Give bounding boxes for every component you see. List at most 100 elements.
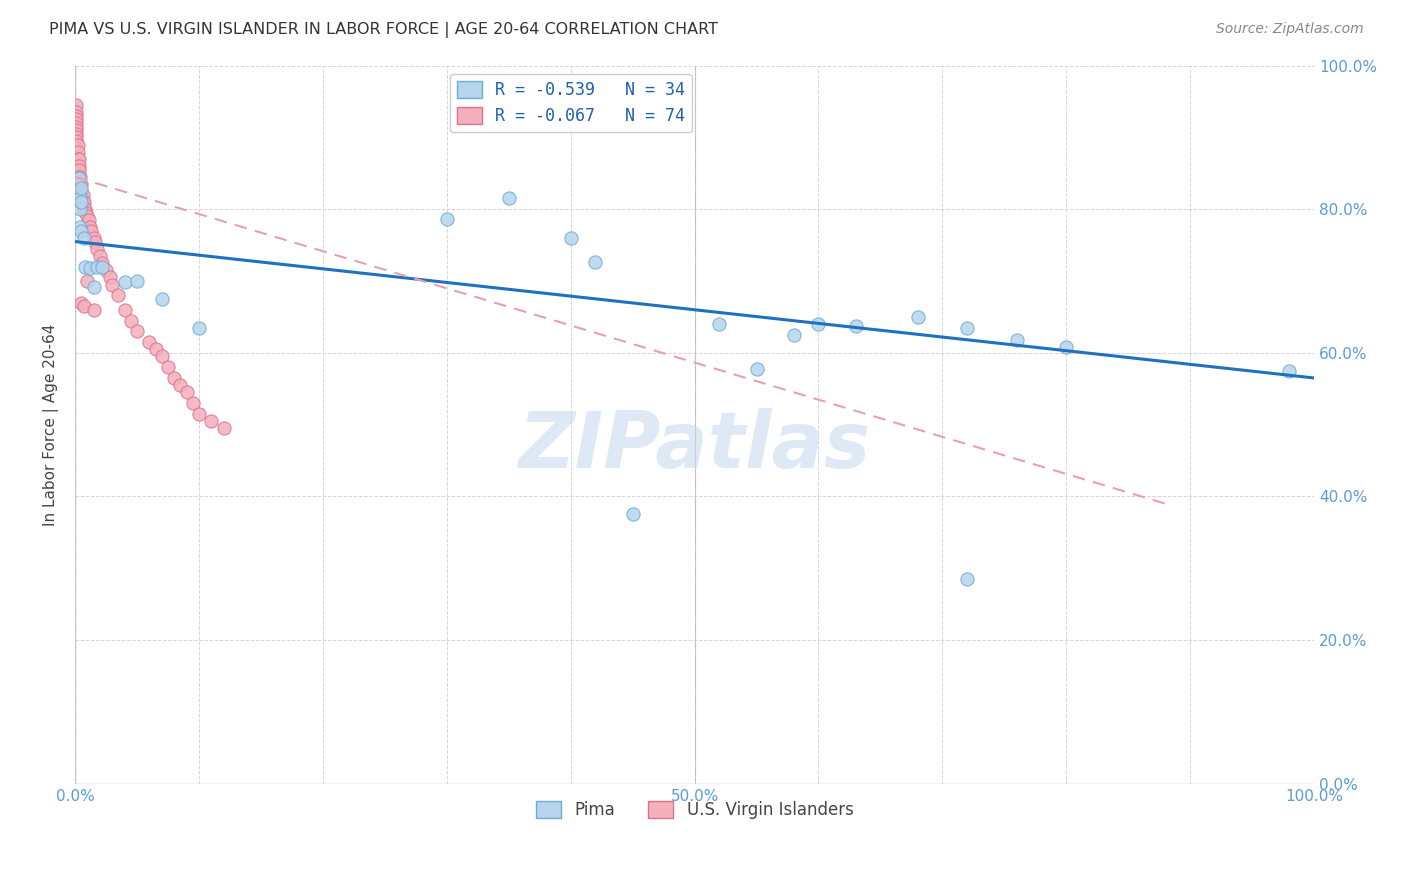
Point xyxy=(169,378,191,392)
Point xyxy=(1278,364,1301,378)
Point xyxy=(66,184,89,198)
Point xyxy=(70,177,93,191)
Point xyxy=(66,145,89,159)
Point xyxy=(66,159,89,173)
Point xyxy=(79,261,101,276)
Point xyxy=(73,202,96,217)
Point xyxy=(75,206,97,220)
Point xyxy=(65,159,87,173)
Point xyxy=(212,421,235,435)
Point xyxy=(79,220,101,235)
Text: Source: ZipAtlas.com: Source: ZipAtlas.com xyxy=(1216,22,1364,37)
Point xyxy=(101,277,124,292)
Point xyxy=(65,162,87,177)
Point xyxy=(70,191,93,205)
Point xyxy=(67,169,90,184)
Legend: Pima, U.S. Virgin Islanders: Pima, U.S. Virgin Islanders xyxy=(529,794,860,826)
Point xyxy=(585,254,607,268)
Point xyxy=(66,137,89,152)
Point xyxy=(65,123,87,137)
Point xyxy=(72,187,94,202)
Text: ZIPatlas: ZIPatlas xyxy=(519,409,870,484)
Point xyxy=(70,224,93,238)
Point xyxy=(76,210,98,224)
Point xyxy=(66,166,89,180)
Point xyxy=(66,177,89,191)
Point xyxy=(70,295,93,310)
Point xyxy=(84,235,107,249)
Point xyxy=(67,177,90,191)
Point xyxy=(89,249,111,263)
Point xyxy=(956,572,979,586)
Point xyxy=(65,105,87,120)
Point xyxy=(560,231,582,245)
Point xyxy=(76,274,98,288)
Point xyxy=(125,324,148,338)
Point xyxy=(65,127,87,141)
Point xyxy=(69,184,91,198)
Point xyxy=(73,195,96,210)
Point xyxy=(66,173,89,187)
Point xyxy=(745,362,768,376)
Point xyxy=(67,171,90,186)
Point xyxy=(67,187,90,202)
Point xyxy=(73,260,96,274)
Point xyxy=(70,195,93,210)
Y-axis label: In Labor Force | Age 20-64: In Labor Force | Age 20-64 xyxy=(44,324,59,526)
Point xyxy=(181,396,204,410)
Point xyxy=(783,327,806,342)
Point xyxy=(150,350,173,364)
Point xyxy=(67,152,90,166)
Point xyxy=(73,231,96,245)
Point xyxy=(67,159,90,173)
Point xyxy=(176,385,198,400)
Point xyxy=(66,152,89,166)
Point xyxy=(70,180,93,194)
Point xyxy=(67,184,90,198)
Point xyxy=(150,292,173,306)
Point xyxy=(65,152,87,166)
Point xyxy=(91,260,114,274)
Point xyxy=(69,220,91,235)
Point xyxy=(107,288,129,302)
Point xyxy=(188,320,211,334)
Point xyxy=(1054,340,1077,354)
Point xyxy=(69,191,91,205)
Point xyxy=(709,317,731,331)
Point xyxy=(436,211,458,226)
Point xyxy=(70,184,93,198)
Point xyxy=(1005,333,1028,347)
Point xyxy=(907,310,929,324)
Point xyxy=(114,276,136,290)
Point xyxy=(125,274,148,288)
Point xyxy=(138,334,160,349)
Point xyxy=(69,191,91,205)
Point xyxy=(621,508,644,522)
Point xyxy=(73,202,96,217)
Point xyxy=(98,270,121,285)
Point xyxy=(120,313,142,327)
Point xyxy=(83,280,105,294)
Point xyxy=(65,169,87,184)
Point xyxy=(200,414,222,428)
Point xyxy=(65,166,87,180)
Point xyxy=(72,195,94,210)
Point xyxy=(65,116,87,130)
Point xyxy=(69,177,91,191)
Point xyxy=(65,112,87,127)
Point xyxy=(145,343,167,357)
Point xyxy=(65,109,87,123)
Point xyxy=(77,213,100,227)
Point xyxy=(86,260,108,274)
Point xyxy=(80,224,103,238)
Point xyxy=(845,319,868,334)
Point xyxy=(156,360,179,375)
Point xyxy=(65,130,87,145)
Point xyxy=(956,320,979,334)
Point xyxy=(69,169,91,184)
Point xyxy=(188,407,211,421)
Point xyxy=(83,231,105,245)
Point xyxy=(94,263,117,277)
Point xyxy=(114,302,136,317)
Point xyxy=(65,141,87,155)
